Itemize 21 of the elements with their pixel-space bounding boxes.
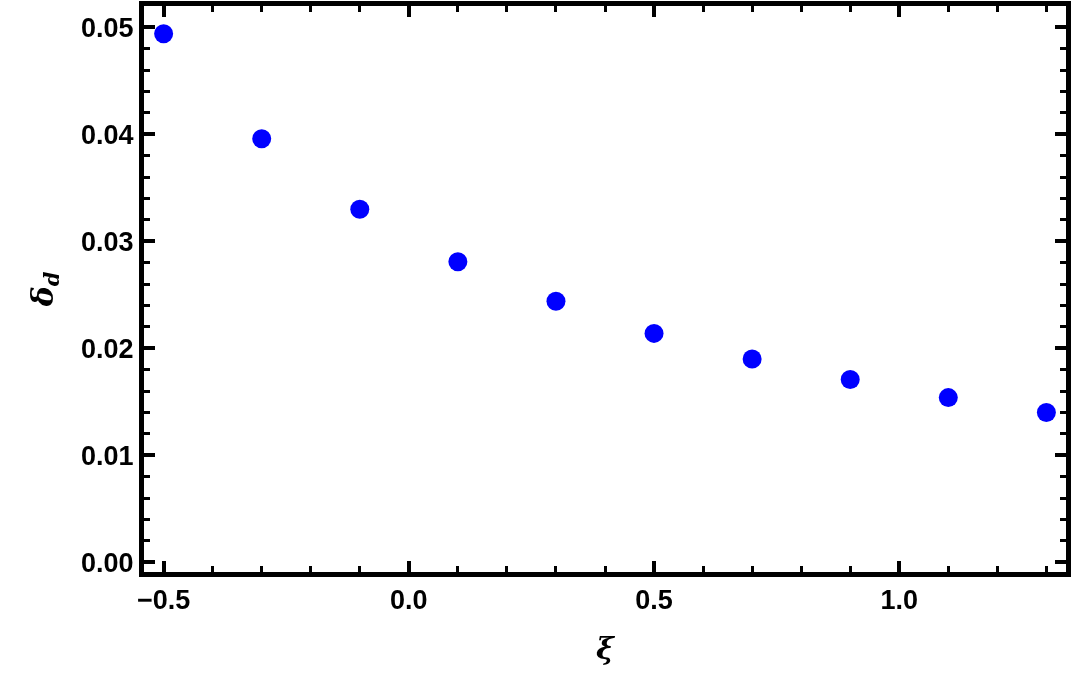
y-tick-label: 0.00	[81, 547, 134, 578]
point	[546, 291, 566, 311]
y-tick-label: 0.05	[81, 12, 134, 43]
y-tick-label: 0.04	[81, 119, 134, 150]
x-tick-label: 0.5	[635, 585, 673, 616]
point	[644, 323, 664, 343]
point	[1036, 403, 1056, 423]
point	[350, 199, 370, 219]
y-tick-label: 0.03	[81, 226, 134, 257]
y-tick-label: 0.01	[81, 440, 134, 471]
point	[840, 369, 860, 389]
x-axis-title: ξ	[596, 630, 617, 666]
y-tick-label: 0.02	[81, 333, 134, 364]
point	[154, 24, 174, 44]
point	[252, 129, 272, 149]
x-tick-label: 1.0	[880, 585, 919, 616]
x-tick-label: 0.0	[390, 585, 428, 616]
point	[448, 252, 468, 272]
point	[938, 388, 958, 408]
x-tick-label: −0.5	[136, 585, 191, 616]
point	[742, 349, 762, 369]
